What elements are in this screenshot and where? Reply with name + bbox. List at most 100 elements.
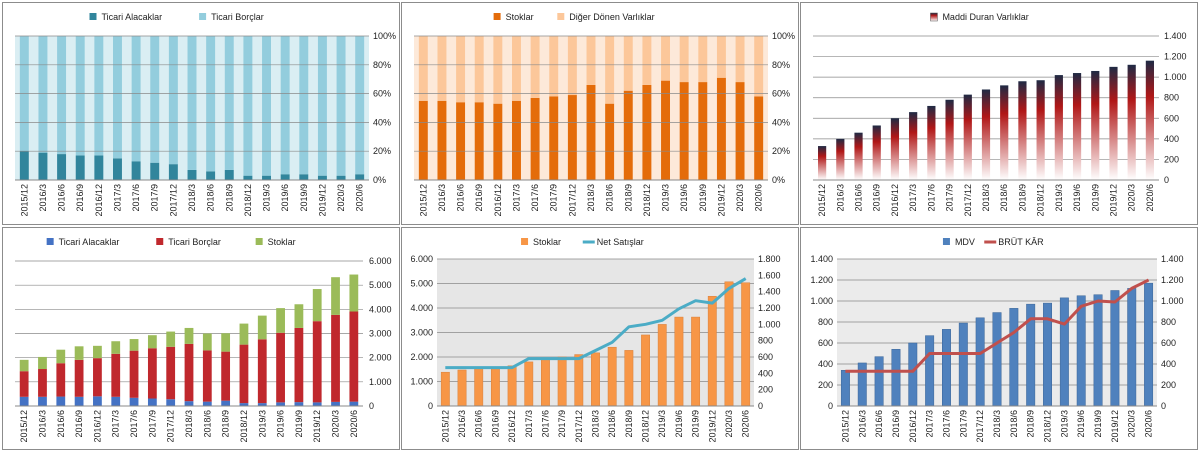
bar-ticari-alacaklar-2017/6 [129,397,139,406]
y-tick-label-left: 6.000 [410,254,433,264]
bar-mdv-2016/9 [891,349,901,407]
bar-di-er-d-nen-varl-klar-2016/12 [493,36,503,104]
x-tick-label: 2017/9 [945,184,955,212]
y-tick-label-right: 1.600 [758,270,781,280]
legend-label: Stoklar [533,237,561,247]
bar-stoklar-2017/3 [524,361,534,407]
bar-ticari-bor-lar-2019/3 [257,339,267,404]
x-tick-label: 2015/12 [440,410,450,443]
y-tick-label-right: 1.400 [1161,254,1184,264]
bar-mdv-2017/9 [958,322,968,407]
chart-panel-mdv-gross-profit: 0 200 400 600 800 1.000 1.200 1.400 0 200 400 600 80… [800,227,1198,450]
bar-ticari-bor-lar-2018/12 [239,344,249,404]
x-tick-label: 2016/6 [57,184,67,212]
bar-mdv-2016/3 [857,362,867,407]
bar-stoklar-2018/12 [642,84,652,180]
x-tick-label: 2015/12 [840,410,850,443]
legend-item-mdv: MDV [942,237,975,247]
y-tick-label-right: 0% [772,175,785,185]
x-tick-label: 2017/12 [574,410,584,443]
x-tick-label: 2020/3 [1127,410,1137,438]
bar-ticari-alacaklar-2016/6 [57,154,67,180]
bar-ticari-alacaklar-2017/3 [111,396,121,406]
bar-ticari-bor-lar-2019/6 [276,332,285,403]
x-tick-label: 2017/9 [150,184,160,212]
x-tick-label: 2016/6 [56,410,66,438]
bar-ticari-alacaklar-2016/3 [38,396,47,406]
bar-stoklar-2018/6 [605,103,615,180]
bar-maddi-duran-varl-klar-2016/3 [836,138,845,180]
y-tick-label-left: 1.400 [810,254,833,264]
bar-maddi-duran-varl-klar-2016/12 [890,118,900,180]
legend-label: BRÜT KÂR [998,237,1044,247]
x-tick-label: 2016/6 [874,410,884,438]
bar-stoklar-2016/3 [437,100,447,180]
bar-mdv-2019/6 [1076,295,1086,407]
y-tick-label-right: 80% [373,60,391,70]
bar-stoklar-2018/12 [641,334,650,407]
bar-ticari-alacaklar-2018/12 [239,403,249,406]
y-tick-label-right: 600 [1161,338,1176,348]
line-br-t-k-r [845,278,1150,373]
bar-ticari-alacaklar-2020/6 [349,401,359,406]
legend-swatch [89,13,97,20]
x-tick-label: 2018/12 [642,184,652,217]
y-tick-label-right: 20% [772,146,790,156]
x-tick-label: 2020/6 [1144,410,1154,438]
y-tick-label-left: 1.000 [410,377,433,387]
bar-di-er-d-nen-varl-klar-2016/6 [456,36,466,103]
x-tick-label: 2017/12 [567,184,577,217]
y-tick-label-right: 1.200 [1161,275,1184,285]
chart-panel-inventory-net-sales: 0 1.000 2.000 3.000 4.000 5.000 6.000 0 200 400 60… [401,227,799,450]
bar-ticari-alacaklar-2015/12 [19,151,29,180]
x-tick-label: 2018/9 [623,184,633,212]
y-tick-label-left: 0 [428,401,433,411]
x-tick-label: 2019/3 [657,410,667,438]
bar-stoklar-2019/3 [257,315,267,340]
bar-di-er-d-nen-varl-klar-2019/12 [716,36,726,78]
bar-ticari-bor-lar-2019/9 [299,36,309,175]
y-tick-label-right: 200 [758,385,773,395]
bar-ticari-bor-lar-2017/6 [129,350,139,398]
x-tick-label: 2020/3 [331,410,341,438]
bar-di-er-d-nen-varl-klar-2018/6 [605,36,615,104]
bar-ticari-bor-lar-2015/12 [19,371,29,397]
x-tick-label: 2018/9 [1026,410,1036,438]
legend-item-stoklar: Stoklar [521,237,561,247]
y-tick-label-right: 1.000 [369,377,392,387]
x-tick-label: 2016/12 [94,184,104,217]
bar-maddi-duran-varl-klar-2015/12 [818,146,827,180]
legend-swatch [255,238,263,245]
bar-di-er-d-nen-varl-klar-2017/9 [549,36,559,97]
bar-di-er-d-nen-varl-klar-2018/3 [586,36,596,85]
legend-swatch [156,238,164,245]
x-tick-label: 2019/9 [294,410,304,438]
x-tick-label: 2019/6 [276,410,286,438]
y-tick-label-left: 2.000 [410,352,433,362]
x-tick-label: 2020/6 [349,410,359,438]
bar-maddi-duran-varl-klar-2020/6 [1145,60,1154,180]
y-tick-label-right: 0 [1161,401,1166,411]
bar-ticari-alacaklar-2020/3 [331,401,340,406]
legend-item-ticari-alacaklar: Ticari Alacaklar [89,12,162,22]
x-tick-label: 2018/3 [981,184,991,212]
bar-ticari-alacaklar-2020/3 [336,175,346,180]
bar-mdv-2019/3 [1059,297,1069,407]
chart-receivables-payables-share: 0% 20% 40% 60% 80% 100% 2015/12 2016/3 2016/6 201… [15,12,396,217]
bar-maddi-duran-varl-klar-2016/9 [872,125,881,180]
bar-ticari-alacaklar-2017/12 [166,399,176,406]
bar-ticari-bor-lar-2017/6 [131,36,141,162]
bar-stoklar-2020/3 [735,82,745,180]
bar-stoklar-2019/12 [716,77,726,180]
bar-ticari-alacaklar-2017/6 [131,161,141,180]
x-tick-label: 2016/6 [456,184,466,212]
legend-item-maddi-duran-varl-klar: Maddi Duran Varlıklar [930,12,1029,22]
bar-ticari-bor-lar-2016/6 [57,36,67,155]
bar-ticari-alacaklar-2019/3 [262,175,271,180]
x-tick-label: 2017/6 [131,184,141,212]
x-tick-label: 2018/12 [243,184,253,217]
y-tick-label-left: 1.000 [810,296,833,306]
bar-stoklar-2016/6 [474,368,484,407]
bar-stoklar-2017/3 [512,100,521,180]
bar-stoklar-2019/9 [698,82,708,180]
